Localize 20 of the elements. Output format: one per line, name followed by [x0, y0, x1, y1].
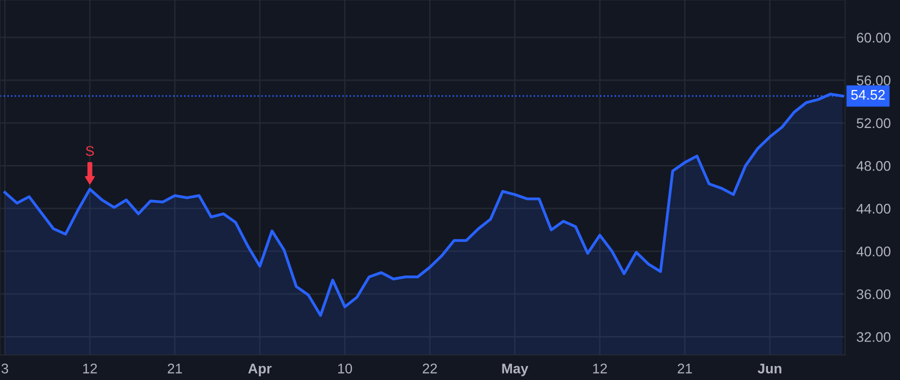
x-tick-label: 12	[593, 364, 607, 374]
y-tick-label: 44.00	[856, 204, 890, 214]
x-tick-label: 10	[338, 364, 352, 374]
x-tick-label: 22	[422, 364, 437, 374]
y-tick-label: 36.00	[856, 289, 890, 300]
y-tick-label: 52.00	[856, 118, 890, 128]
y-tick-label: 40.00	[856, 246, 890, 256]
ref-line-label: 54.52	[851, 90, 885, 100]
x-tick-label: 3	[2, 364, 8, 374]
x-tick-label: 12	[83, 364, 97, 374]
x-tick-label: 21	[168, 364, 182, 374]
y-tick-label: 60.00	[856, 32, 890, 43]
x-tick-label: Apr	[248, 364, 272, 376]
annotation: S	[86, 146, 94, 156]
x-tick-label: Jun	[758, 364, 782, 374]
y-tick-label: 56.00	[856, 76, 890, 86]
y-tick-label: 32.00	[856, 332, 890, 342]
x-tick-label: 21	[678, 364, 692, 374]
y-tick-label: 48.00	[856, 161, 890, 171]
x-tick-label: May	[502, 364, 528, 376]
